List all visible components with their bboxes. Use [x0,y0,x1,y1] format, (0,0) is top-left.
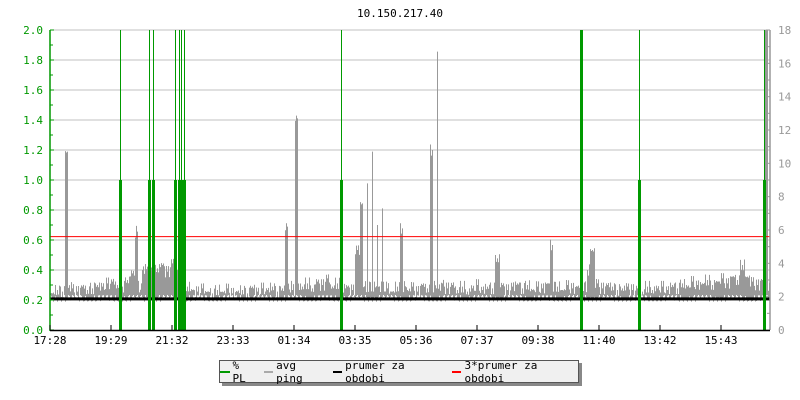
y-right-tick-label: 12 [778,124,791,137]
y-right-tick-label: 2 [778,291,785,304]
x-tick-label: 17:28 [33,334,66,347]
legend-label: % PL [232,358,246,385]
x-tick-label: 13:42 [643,334,676,347]
y-right-tick-label: 4 [778,257,785,270]
y-right-tick-label: 0 [778,324,785,337]
y-right-tick-label: 6 [778,224,785,237]
legend-label: avg ping [276,358,303,385]
y-right-tick-label: 14 [778,91,792,104]
y-right-tick-label: 18 [778,24,791,37]
x-tick-label: 07:37 [460,334,493,347]
y-left-tick-label: 1.4 [23,114,43,127]
legend-item-average: prumer za obdobi [332,358,446,385]
x-tick-label: 21:32 [155,334,188,347]
x-tick-label: 05:36 [399,334,432,347]
y-left-tick-label: 0.8 [23,204,43,217]
y-right-tick-label: 8 [778,191,785,204]
ping-chart: 10.150.217.40 0.0 0.2 0.4 0.6 0.8 1.0 1.2 1.4 1.… [23,7,792,347]
x-tick-label: 23:33 [216,334,249,347]
y-left-tick-label: 1.2 [23,144,43,157]
legend-swatch [220,370,230,373]
y-left-tick-label: 1.6 [23,84,43,97]
y-left-tick-label: 0.6 [23,234,43,247]
y-right-tick-label: 16 [778,57,791,70]
y-left-tick-label: 0.2 [23,294,43,307]
legend-item-pl: % PL [220,359,258,385]
x-tick-label: 19:29 [94,334,127,347]
y-left-tick-label: 1.8 [23,54,43,67]
x-tick-label: 15:43 [704,334,737,347]
legend-swatch [332,370,343,373]
legend-label: 3*prumer za obdobi [464,358,538,385]
legend-swatch [263,370,274,373]
y-left-tick-label: 1.0 [23,174,43,187]
y-right-tick-label: 10 [778,157,791,170]
x-tick-label: 09:38 [521,334,554,347]
x-tick-label: 01:34 [277,334,310,347]
legend-swatch [451,370,462,373]
chart-title: 10.150.217.40 [357,7,443,20]
legend-item-avg-ping: avg ping [263,358,327,385]
legend-item-3x-average: 3*prumer za obdobi [451,358,578,385]
y-left-tick-label: 2.0 [23,24,43,37]
x-tick-label: 11:40 [582,334,615,347]
legend-label: prumer za obdobi [345,358,405,385]
x-tick-label: 03:35 [338,334,371,347]
y-left-tick-label: 0.4 [23,264,43,277]
legend: % PL avg ping prumer za obdobi 3*prumer … [219,358,579,385]
y-left-tick-label: 0.0 [23,324,43,337]
